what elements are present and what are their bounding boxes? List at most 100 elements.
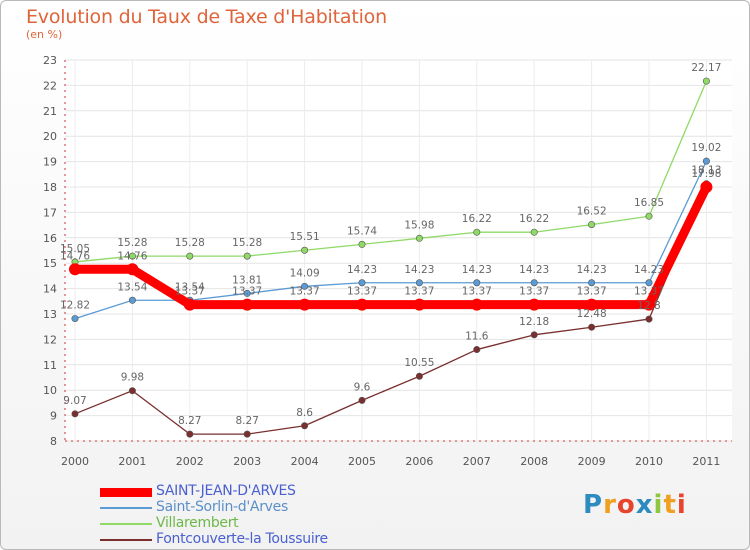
legend-swatch — [100, 507, 152, 509]
data-label: 13.37 — [634, 286, 664, 298]
data-point — [128, 252, 136, 260]
logo-letter: i — [676, 490, 687, 520]
y-tick-label: 9 — [50, 410, 57, 423]
data-label: 9.07 — [63, 395, 86, 407]
y-tick-label: 18 — [43, 181, 57, 194]
data-label: 13.37 — [462, 286, 492, 298]
data-label: 14.23 — [577, 264, 607, 276]
logo-letter: i — [653, 490, 664, 520]
y-tick-label: 14 — [43, 283, 57, 296]
data-label: 15.05 — [60, 243, 90, 255]
data-point — [470, 298, 483, 311]
legend-swatch — [100, 539, 152, 541]
data-label: 8.6 — [296, 407, 313, 419]
data-point — [530, 228, 538, 236]
data-point — [643, 298, 655, 311]
data-point — [700, 181, 713, 193]
x-tick-label: 2005 — [348, 455, 376, 468]
series-line-0 — [75, 185, 711, 310]
data-label: 16.52 — [577, 206, 607, 218]
data-label: 12.82 — [60, 300, 90, 312]
data-label: 13.54 — [117, 281, 147, 293]
logo-letter: t — [663, 490, 677, 520]
x-tick-label: 2000 — [61, 455, 89, 468]
data-label: 11.6 — [465, 331, 489, 343]
data-label: 14.09 — [290, 267, 320, 279]
data-point — [243, 430, 251, 438]
data-point — [528, 298, 541, 311]
data-label: 14.76 — [117, 250, 147, 262]
data-point — [473, 228, 481, 236]
data-point — [358, 279, 366, 287]
x-tick-label: 2004 — [291, 455, 319, 468]
data-label: 15.28 — [117, 237, 147, 249]
data-label: 13.37 — [232, 286, 262, 298]
data-label: 8.27 — [236, 415, 259, 427]
legend-label: Fontcouverte-la Toussuire — [156, 531, 328, 547]
data-label: 15.28 — [175, 237, 205, 249]
data-label: 13.54 — [175, 281, 205, 293]
data-label: 13.37 — [175, 286, 205, 298]
x-tick-label: 2003 — [233, 455, 261, 468]
data-label: 17.98 — [691, 168, 721, 180]
y-tick-label: 13 — [43, 308, 57, 321]
y-tick-label: 21 — [43, 105, 57, 118]
data-point — [702, 157, 710, 165]
data-label: 16.85 — [634, 197, 664, 209]
data-point — [645, 279, 653, 287]
data-point — [645, 212, 653, 220]
data-label: 15.28 — [232, 237, 262, 249]
data-label: 15.74 — [347, 225, 377, 237]
data-label: 15.98 — [404, 219, 434, 231]
x-tick-label: 2010 — [635, 455, 663, 468]
data-point — [128, 296, 136, 304]
data-label: 14.23 — [634, 264, 664, 276]
data-label: 13.37 — [404, 286, 434, 298]
data-point — [243, 252, 251, 260]
data-point — [71, 315, 79, 323]
data-label: 14.23 — [462, 264, 492, 276]
data-point — [530, 331, 538, 339]
y-tick-label: 12 — [43, 333, 57, 346]
data-point — [358, 240, 366, 248]
series-line-3 — [74, 183, 707, 435]
data-label: 12.18 — [519, 316, 549, 328]
data-label: 9.6 — [354, 381, 371, 393]
data-label: 18.13 — [691, 165, 721, 177]
data-point — [298, 298, 311, 311]
x-tick-label: 2001 — [118, 455, 146, 468]
x-tick-label: 2006 — [405, 455, 433, 468]
data-point — [126, 263, 139, 276]
data-point — [301, 246, 309, 254]
data-point — [588, 221, 596, 229]
data-point — [69, 263, 81, 276]
x-tick-label: 2011 — [692, 455, 720, 468]
x-tick-label: 2002 — [176, 455, 204, 468]
data-label: 14.23 — [519, 264, 549, 276]
data-label: 22.17 — [691, 62, 721, 74]
data-point — [473, 279, 481, 287]
y-tick-label: 11 — [43, 359, 57, 372]
y-tick-label: 16 — [43, 232, 57, 245]
data-point — [243, 289, 251, 297]
y-tick-label: 22 — [43, 79, 57, 92]
legend-label: SAINT-JEAN-D'ARVES — [156, 483, 296, 499]
data-label: 10.55 — [404, 357, 434, 369]
data-label: 16.22 — [462, 213, 492, 225]
data-point — [415, 279, 423, 287]
data-label: 14.23 — [404, 264, 434, 276]
data-point — [702, 77, 710, 85]
data-point — [415, 372, 423, 380]
proxiti-logo: Proxiti — [583, 490, 687, 520]
series-line-2 — [74, 80, 707, 263]
y-tick-label: 20 — [43, 130, 57, 143]
data-point — [186, 430, 194, 438]
data-point — [413, 298, 426, 311]
data-label: 15.51 — [290, 231, 320, 243]
y-tick-label: 19 — [43, 156, 57, 169]
data-point — [241, 298, 254, 311]
data-label: 14.23 — [347, 264, 377, 276]
data-label: 12.8 — [637, 300, 660, 312]
data-point — [473, 346, 481, 354]
